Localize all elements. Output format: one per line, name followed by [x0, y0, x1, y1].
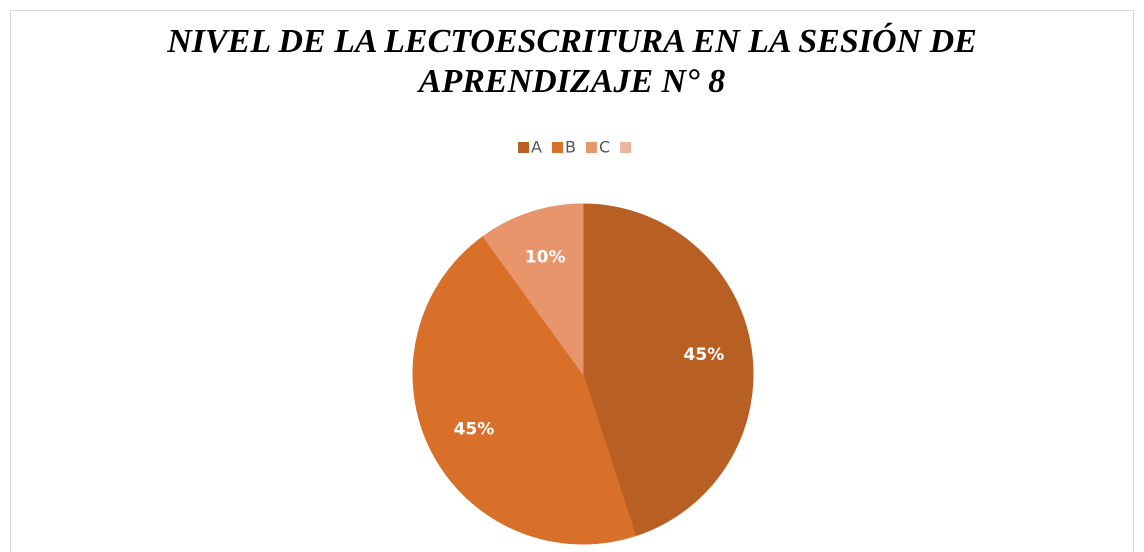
pie-slice [482, 203, 584, 376]
legend-swatch [585, 142, 597, 153]
data-label: 45% [454, 420, 495, 440]
chart-title: NIVEL DE LA LECTOESCRITURA EN LA SESIÓN … [166, 22, 977, 60]
pie-slice [582, 203, 754, 537]
legend-label: B [565, 138, 576, 157]
data-label: 10% [525, 248, 566, 268]
legend-label: A [531, 138, 542, 157]
legend-swatch [620, 142, 632, 153]
chart-subtitle: APRENDIZAJE N° 8 [417, 63, 725, 100]
pie-slice [412, 235, 637, 545]
legend-swatch [518, 142, 529, 153]
data-label: 45% [684, 345, 725, 365]
legend-swatch [551, 142, 563, 153]
legend-label: C [599, 138, 610, 157]
